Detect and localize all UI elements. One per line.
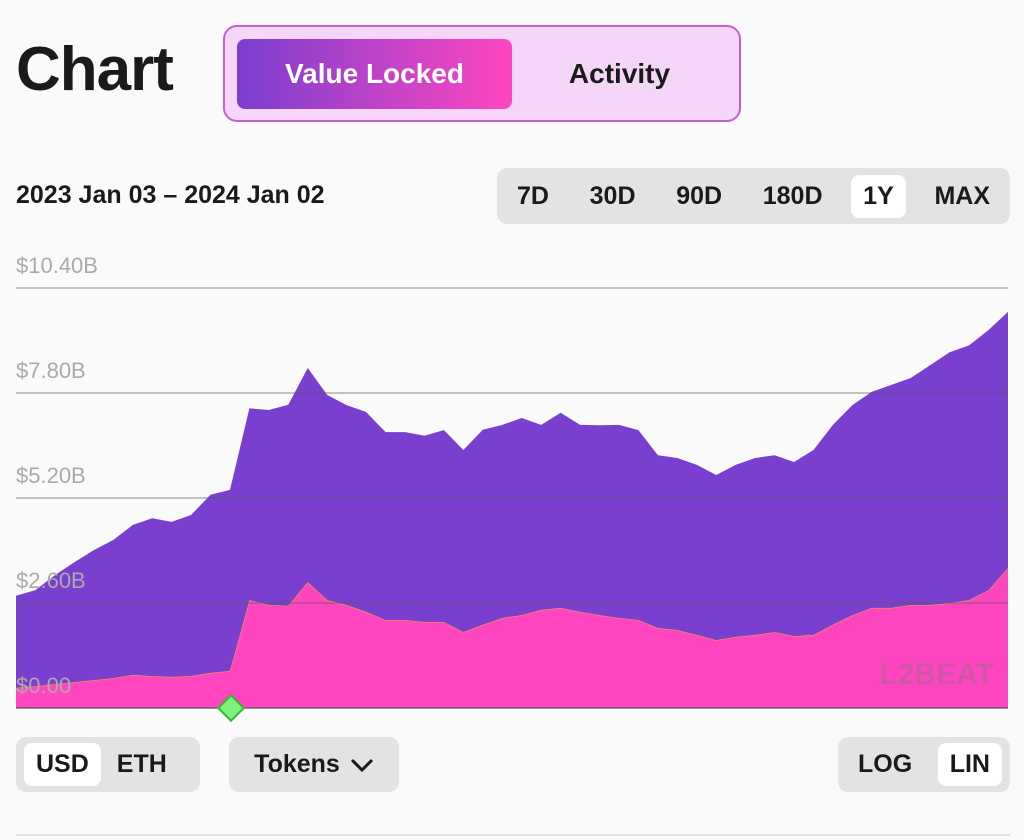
range-button[interactable]: 180D [762, 181, 823, 210]
scale-button[interactable]: LOG [858, 750, 913, 778]
range-button[interactable]: 1Y [851, 174, 906, 218]
y-tick-label: $2.60B [16, 568, 86, 593]
range-button[interactable]: MAX [934, 181, 990, 210]
range-button[interactable]: 90D [676, 181, 723, 210]
tokens-label[interactable]: Tokens [254, 750, 340, 778]
y-tick-label: $0.00 [16, 673, 71, 698]
range-button[interactable]: 7D [517, 181, 549, 210]
range-button[interactable]: 30D [589, 181, 636, 210]
start-marker [216, 693, 246, 723]
scale-picker: LOG LIN [838, 737, 1010, 792]
area [16, 311, 1008, 688]
y-tick-label: $7.80B [16, 358, 86, 383]
currency-picker: USD ETH [16, 737, 200, 792]
date-range: 2023 Jan 03 – 2024 Jan 02 [16, 181, 325, 209]
tokens-dropdown[interactable]: Tokens [229, 737, 399, 792]
tab[interactable]: Activity [568, 57, 671, 89]
chevron-icon [350, 758, 373, 772]
page-title: Chart [16, 35, 174, 104]
tab[interactable]: Value Locked [237, 38, 512, 109]
currency-button[interactable]: USD [24, 743, 101, 786]
watermark: L2BEAT [880, 658, 994, 691]
divider [16, 834, 1010, 836]
y-tick-label: $5.20B [16, 463, 86, 488]
area [16, 567, 1008, 708]
scale-button[interactable]: LIN [937, 743, 1002, 786]
tab-switch: Value Locked Activity [223, 25, 741, 122]
range-picker: 7D 30D 90D 180D 1Y MAX [497, 168, 1010, 224]
currency-button[interactable]: ETH [116, 750, 167, 778]
y-tick-label: $10.40B [16, 253, 98, 278]
